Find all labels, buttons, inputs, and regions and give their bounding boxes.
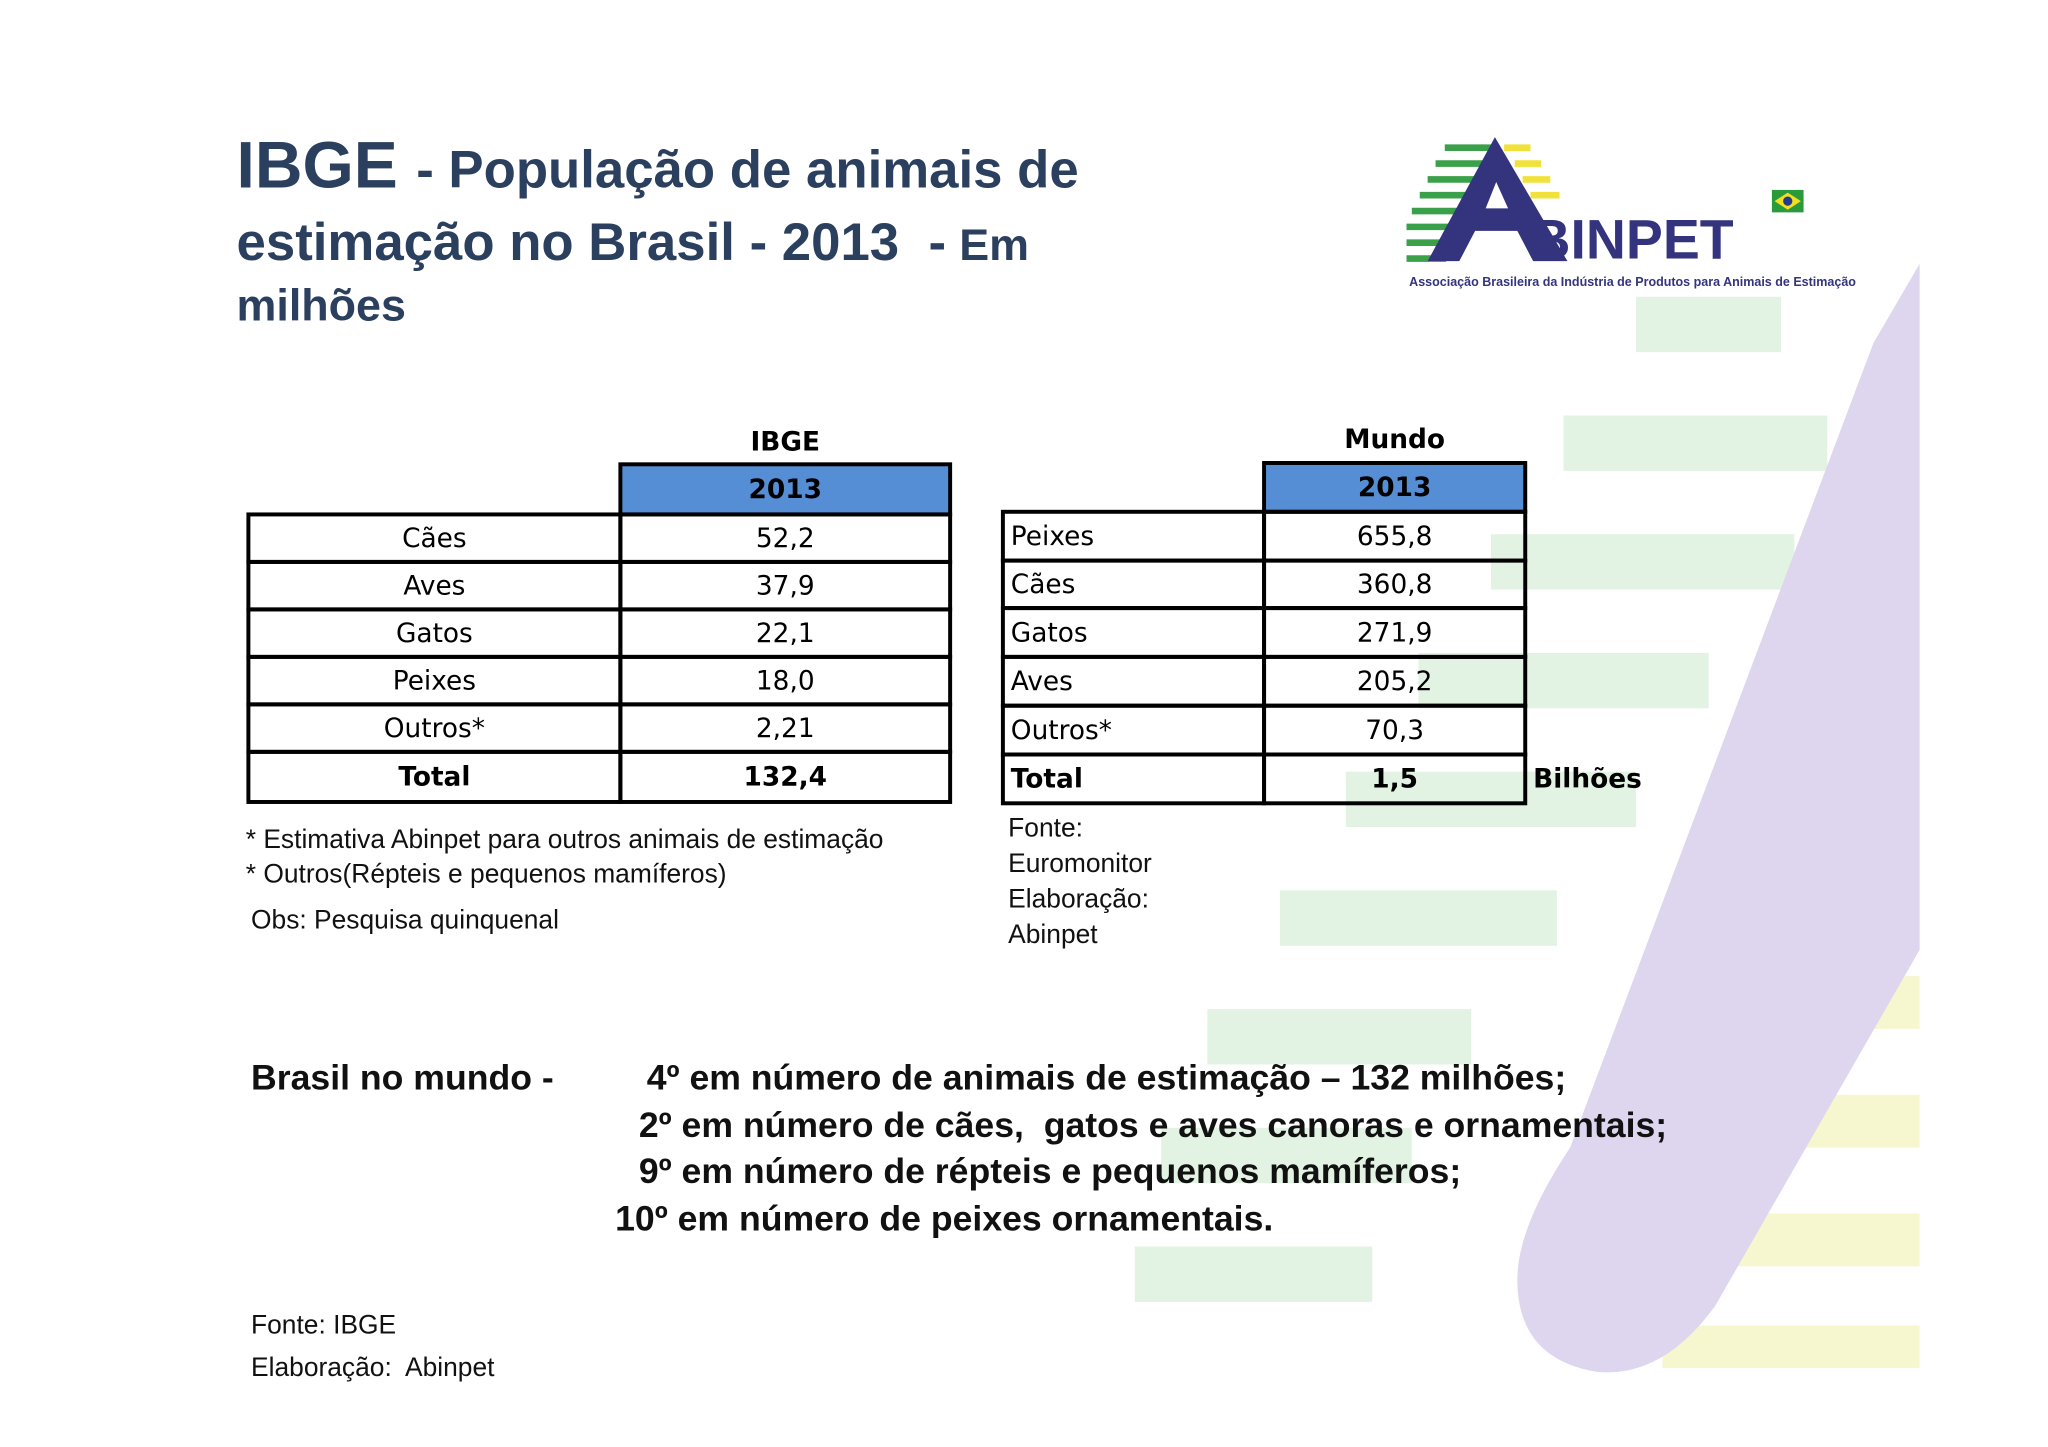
source-line: Euromonitor	[1008, 848, 1152, 878]
logo-tagline: Associação Brasileira da Indústria de Pr…	[1409, 275, 1856, 289]
background-decoration	[1134, 263, 1920, 1373]
row-value: 132,4	[744, 763, 827, 793]
svg-text:IBGE- População de animais de: IBGE - População de animais de	[237, 127, 1079, 201]
footer: Fonte: IBGE Elaboração: Abinpet	[251, 1310, 495, 1382]
svg-text:estimação no Brasil - 2013 -E: estimação no Brasil - 2013 - Em	[237, 213, 1029, 272]
logo: BINPET Associação Brasileira da Indústri…	[1406, 137, 1856, 289]
row-value: 1,5	[1371, 765, 1418, 795]
note: * Outros(Répteis e pequenos mamíferos)	[246, 858, 727, 888]
row-label: Outros*	[384, 714, 485, 744]
row-label: Cães	[402, 524, 467, 554]
table-caption: Mundo	[1344, 425, 1445, 455]
row-value: 37,9	[756, 571, 815, 601]
logo-name: BINPET	[1531, 209, 1734, 271]
row-label: Total	[1011, 765, 1083, 795]
row-label: Outros*	[1011, 716, 1112, 746]
row-value: 271,9	[1357, 618, 1433, 648]
note: * Estimativa Abinpet para outros animais…	[246, 824, 884, 854]
summary-line: 10º em número de peixes ornamentais.	[615, 1199, 1273, 1239]
source-line: Elaboração:	[1008, 884, 1149, 914]
summary-line: 2º em número de cães, gatos e aves canor…	[639, 1105, 1667, 1145]
row-value: 52,2	[756, 524, 815, 554]
notes: * Estimativa Abinpet para outros animais…	[246, 812, 1152, 949]
title: IBGE - População de animais de estimação …	[237, 127, 1079, 330]
tables: IBGE 2013 Cães 52,2 Aves 37,9 Gatos 22,1 Peixes 1…	[246, 425, 1642, 806]
source-line: Fonte:	[1008, 812, 1083, 842]
row-label: Total	[398, 763, 470, 793]
row-label: Aves	[403, 571, 465, 601]
row-label: Gatos	[396, 619, 473, 649]
row-label: Peixes	[1011, 522, 1094, 552]
row-value: 2,21	[756, 714, 815, 744]
row-label: Cães	[1011, 570, 1076, 600]
row-label: Gatos	[1011, 618, 1088, 648]
title-line: Em	[959, 219, 1029, 270]
header-cell	[1262, 461, 1528, 514]
row-label: Aves	[1011, 667, 1073, 697]
summary: Brasil no mundo - 4º em número de animais…	[251, 1058, 1667, 1239]
summary-line: 4º em número de animais de estimação – 1…	[647, 1058, 1566, 1098]
table-cell	[1262, 752, 1528, 806]
row-label: Peixes	[393, 666, 476, 696]
row-value: 22,1	[756, 619, 815, 649]
row-value: 655,8	[1357, 522, 1433, 552]
column-header: 2013	[749, 475, 822, 505]
row-value: 70,3	[1365, 716, 1424, 746]
row-value: 18,0	[756, 666, 815, 696]
title-line: milhões	[237, 280, 406, 331]
column-header: 2013	[1358, 473, 1431, 503]
footer-line: Elaboração: Abinpet	[251, 1352, 495, 1382]
title-line: estimação no Brasil - 2013 -	[237, 213, 946, 272]
table-cell	[618, 749, 953, 804]
title-acronym: IBGE	[237, 127, 398, 201]
source-line: Abinpet	[1008, 919, 1098, 949]
row-value: 205,2	[1357, 667, 1433, 697]
title-line: - População de animais de	[416, 140, 1079, 199]
table-caption: IBGE	[750, 428, 820, 458]
row-value: 360,8	[1357, 570, 1433, 600]
summary-line: 9º em número de répteis e pequenos mamíf…	[639, 1151, 1461, 1191]
summary-lead: Brasil no mundo -	[251, 1058, 554, 1098]
table-unit: Bilhões	[1533, 765, 1642, 795]
note: Obs: Pesquisa quinquenal	[251, 905, 559, 935]
footer-line: Fonte: IBGE	[251, 1310, 396, 1340]
